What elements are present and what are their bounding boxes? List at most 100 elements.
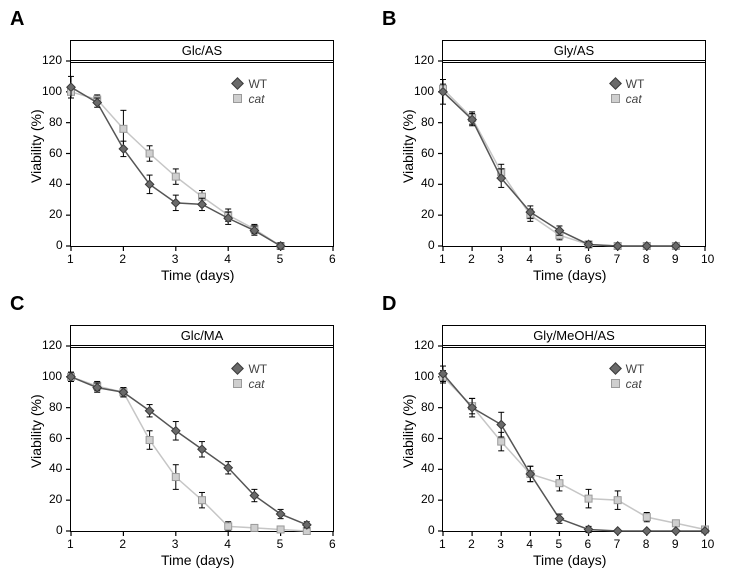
xtick-label: 9 <box>672 537 679 551</box>
series-line-WT <box>443 374 705 531</box>
xtick-label: 5 <box>555 252 562 266</box>
plot-area-D: Gly/MeOH/AS02040608010012012345678910WTc… <box>442 325 706 532</box>
legend-marker-cat <box>611 379 620 388</box>
legend-marker-WT <box>609 363 622 376</box>
legend-label-WT: WT <box>626 77 645 91</box>
ytick-label: 0 <box>428 238 435 252</box>
ytick-label: 20 <box>421 492 435 506</box>
xtick-label: 10 <box>701 252 714 266</box>
marker-WT <box>672 527 680 535</box>
xtick-label: 6 <box>329 252 336 266</box>
legend-marker-cat <box>233 94 242 103</box>
panel-label-D: D <box>382 293 396 316</box>
marker-cat <box>172 474 179 481</box>
legend-label-WT: WT <box>248 362 267 376</box>
marker-cat <box>498 438 505 445</box>
ytick-label: 80 <box>421 400 435 414</box>
legend-row-WT: WT <box>611 362 645 376</box>
xtick-label: 7 <box>614 537 621 551</box>
panel-D: D Gly/MeOH/AS02040608010012012345678910WT… <box>380 295 720 555</box>
series-line-WT <box>71 377 307 525</box>
ytick-label: 40 <box>49 461 63 475</box>
x-axis-label: Time (days) <box>161 552 234 568</box>
series-line-cat <box>443 377 705 530</box>
legend-marker-cat <box>611 94 620 103</box>
marker-cat <box>585 495 592 502</box>
ytick-label: 20 <box>49 492 63 506</box>
marker-cat <box>146 437 153 444</box>
xtick-label: 5 <box>555 537 562 551</box>
legend-row-cat: cat <box>611 377 645 391</box>
ytick-label: 80 <box>421 115 435 129</box>
panel-label-C: C <box>10 293 24 316</box>
xtick-label: 7 <box>614 252 621 266</box>
xtick-label: 3 <box>172 252 179 266</box>
legend-label-cat: cat <box>248 377 264 391</box>
marker-cat <box>672 520 679 527</box>
x-axis-label: Time (days) <box>533 267 606 283</box>
xtick-label: 3 <box>497 537 504 551</box>
xtick-label: 3 <box>497 252 504 266</box>
xtick-label: 3 <box>172 537 179 551</box>
marker-cat <box>643 514 650 521</box>
marker-WT <box>643 527 651 535</box>
marker-WT <box>613 527 621 535</box>
ytick-label: 60 <box>49 146 63 160</box>
ytick-label: 100 <box>42 369 63 383</box>
xtick-label: 8 <box>643 252 650 266</box>
xtick-label: 5 <box>277 252 284 266</box>
legend: WTcat <box>611 77 645 107</box>
chart-svg <box>71 326 333 531</box>
marker-WT <box>198 200 206 208</box>
xtick-label: 6 <box>585 252 592 266</box>
marker-cat <box>120 125 127 132</box>
ytick-label: 20 <box>49 207 63 221</box>
legend: WTcat <box>611 362 645 392</box>
panel-C: CGlc/MA020406080100120123456WTcatViabili… <box>8 295 348 555</box>
plot-area-A: Glc/AS020406080100120123456WTcat <box>70 40 334 247</box>
ytick-label: 0 <box>56 523 63 537</box>
xtick-label: 2 <box>119 252 126 266</box>
marker-cat <box>146 150 153 157</box>
xtick-label: 1 <box>67 537 74 551</box>
marker-cat <box>172 173 179 180</box>
legend-row-cat: cat <box>611 92 645 106</box>
chart-svg <box>443 41 705 246</box>
legend-label-WT: WT <box>626 362 645 376</box>
legend-label-cat: cat <box>248 92 264 106</box>
xtick-label: 4 <box>526 252 533 266</box>
legend-row-WT: WT <box>233 77 267 91</box>
ytick-label: 60 <box>49 431 63 445</box>
ytick-label: 40 <box>421 176 435 190</box>
y-axis-label: Viability (%) <box>400 394 416 468</box>
marker-cat <box>614 497 621 504</box>
xtick-label: 4 <box>224 252 231 266</box>
xtick-label: 10 <box>701 537 714 551</box>
ytick-label: 120 <box>42 338 63 352</box>
y-axis-label: Viability (%) <box>28 109 44 183</box>
xtick-label: 2 <box>468 537 475 551</box>
legend-label-cat: cat <box>626 92 642 106</box>
legend-marker-WT <box>232 363 245 376</box>
ytick-label: 120 <box>42 53 63 67</box>
figure-root: A Glc/AS020406080100120123456WTcat Viabili… <box>0 0 733 572</box>
marker-cat <box>225 523 232 530</box>
panel-label-A: A <box>10 8 24 31</box>
chart-svg <box>443 326 705 531</box>
series-line-WT <box>71 87 281 246</box>
ytick-label: 100 <box>42 84 63 98</box>
legend-marker-cat <box>233 379 242 388</box>
ytick-label: 120 <box>414 53 435 67</box>
xtick-label: 4 <box>526 537 533 551</box>
ytick-label: 80 <box>49 115 63 129</box>
plot-area-B: Gly/AS02040608010012012345678910WTcat <box>442 40 706 247</box>
marker-WT <box>497 420 505 428</box>
ytick-label: 40 <box>49 176 63 190</box>
ytick-label: 60 <box>421 431 435 445</box>
series-line-cat <box>443 89 676 246</box>
xtick-label: 8 <box>643 537 650 551</box>
x-axis-label: Time (days) <box>161 267 234 283</box>
ytick-label: 0 <box>56 238 63 252</box>
marker-cat <box>251 524 258 531</box>
legend-marker-WT <box>232 78 245 91</box>
